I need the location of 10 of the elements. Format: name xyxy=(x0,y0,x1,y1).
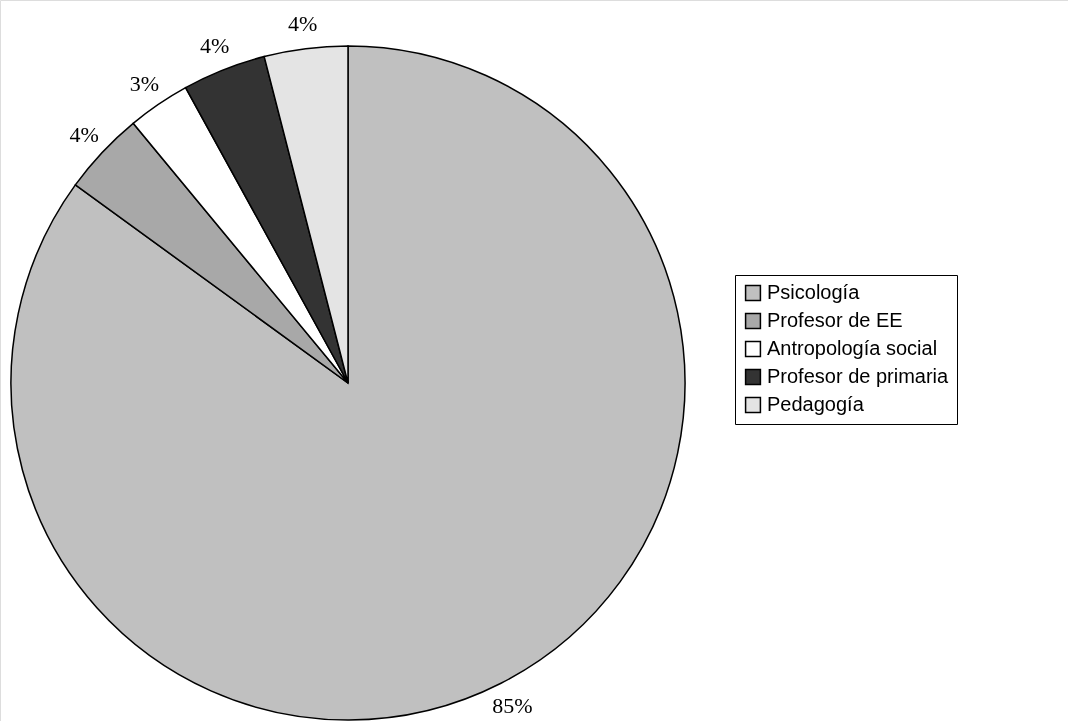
legend-label: Psicología xyxy=(767,281,861,303)
legend-label: Profesor de primaria xyxy=(767,365,950,387)
data-label: 3% xyxy=(129,70,160,96)
legend-label: Profesor de EE xyxy=(767,309,903,331)
data-label: 4% xyxy=(69,122,99,148)
data-label: 4% xyxy=(200,33,230,59)
data-label: 85% xyxy=(492,692,533,718)
legend-label: Pedagogía xyxy=(767,393,865,415)
legend-label: Antropología social xyxy=(767,337,938,359)
data-label: 4% xyxy=(287,10,318,36)
